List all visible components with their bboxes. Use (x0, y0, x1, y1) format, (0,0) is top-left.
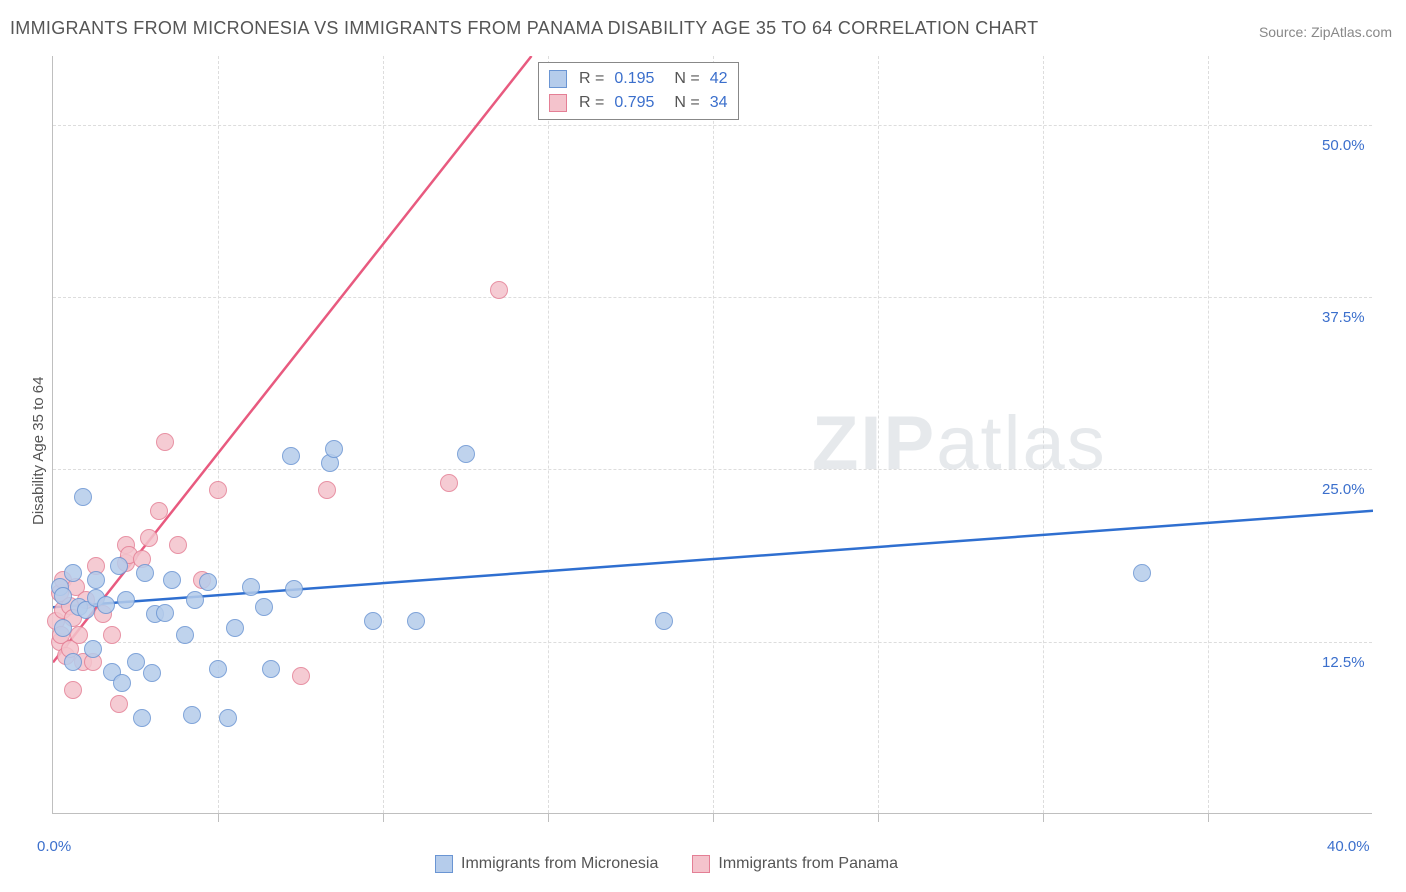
y-tick-label: 37.5% (1322, 309, 1365, 326)
scatter-point-micronesia (199, 573, 217, 591)
legend-r-value-panama: 0.795 (614, 91, 654, 115)
watermark-zip: ZIP (812, 401, 936, 486)
scatter-point-micronesia (54, 587, 72, 605)
scatter-point-micronesia (133, 709, 151, 727)
scatter-point-panama (318, 481, 336, 499)
legend-n-label: N = (674, 67, 699, 91)
scatter-point-micronesia (183, 706, 201, 724)
chart-title: IMMIGRANTS FROM MICRONESIA VS IMMIGRANTS… (10, 18, 1038, 39)
y-axis-label: Disability Age 35 to 64 (30, 377, 47, 525)
scatter-point-micronesia (74, 488, 92, 506)
scatter-point-micronesia (64, 564, 82, 582)
scatter-point-panama (150, 502, 168, 520)
scatter-point-micronesia (219, 709, 237, 727)
scatter-point-panama (169, 536, 187, 554)
legend-swatch-micronesia (549, 70, 567, 88)
scatter-point-micronesia (262, 660, 280, 678)
scatter-point-micronesia (226, 619, 244, 637)
scatter-point-micronesia (117, 591, 135, 609)
scatter-point-panama (140, 529, 158, 547)
x-tick-label-left: 0.0% (37, 838, 71, 855)
legend-r-label: R = (579, 67, 604, 91)
legend-swatch-micronesia (435, 855, 453, 873)
y-tick-label: 25.0% (1322, 481, 1365, 498)
legend-swatch-panama (549, 94, 567, 112)
scatter-point-micronesia (110, 557, 128, 575)
scatter-point-micronesia (1133, 564, 1151, 582)
scatter-point-micronesia (242, 578, 260, 596)
scatter-point-micronesia (127, 653, 145, 671)
scatter-point-micronesia (282, 447, 300, 465)
scatter-point-panama (209, 481, 227, 499)
plot-area (52, 56, 1372, 814)
legend-r-value-micronesia: 0.195 (614, 67, 654, 91)
scatter-point-micronesia (54, 619, 72, 637)
watermark-atlas: atlas (936, 401, 1107, 486)
scatter-point-micronesia (156, 604, 174, 622)
scatter-point-micronesia (255, 598, 273, 616)
y-tick-label: 12.5% (1322, 654, 1365, 671)
legend-n-value-panama: 34 (710, 91, 728, 115)
scatter-point-panama (110, 695, 128, 713)
legend-item-panama: Immigrants from Panama (692, 855, 898, 873)
legend-row-panama: R = 0.795 N = 34 (549, 91, 728, 115)
scatter-point-micronesia (143, 664, 161, 682)
scatter-point-micronesia (655, 612, 673, 630)
scatter-point-panama (292, 667, 310, 685)
scatter-point-micronesia (64, 653, 82, 671)
y-tick-label: 50.0% (1322, 137, 1365, 154)
legend-item-micronesia: Immigrants from Micronesia (435, 855, 658, 873)
legend-row-micronesia: R = 0.195 N = 42 (549, 67, 728, 91)
legend-swatch-panama (692, 855, 710, 873)
legend-label-micronesia: Immigrants from Micronesia (461, 855, 658, 873)
scatter-point-micronesia (113, 674, 131, 692)
legend-series-box: Immigrants from Micronesia Immigrants fr… (435, 855, 898, 873)
scatter-point-micronesia (136, 564, 154, 582)
scatter-point-micronesia (364, 612, 382, 630)
legend-n-label: N = (674, 91, 699, 115)
scatter-point-panama (490, 281, 508, 299)
scatter-point-micronesia (209, 660, 227, 678)
scatter-point-micronesia (97, 596, 115, 614)
scatter-point-micronesia (84, 640, 102, 658)
legend-label-panama: Immigrants from Panama (718, 855, 898, 873)
scatter-point-micronesia (87, 571, 105, 589)
scatter-point-panama (64, 681, 82, 699)
scatter-point-panama (156, 433, 174, 451)
source-label: Source: ZipAtlas.com (1259, 24, 1392, 40)
watermark: ZIPatlas (812, 400, 1107, 487)
scatter-point-micronesia (407, 612, 425, 630)
legend-correlation-box: R = 0.195 N = 42 R = 0.795 N = 34 (538, 62, 739, 120)
x-tick-label-right: 40.0% (1327, 838, 1370, 855)
scatter-point-micronesia (176, 626, 194, 644)
scatter-point-micronesia (457, 445, 475, 463)
scatter-point-micronesia (325, 440, 343, 458)
scatter-point-panama (440, 474, 458, 492)
scatter-point-micronesia (285, 580, 303, 598)
scatter-point-micronesia (186, 591, 204, 609)
scatter-point-micronesia (163, 571, 181, 589)
legend-r-label: R = (579, 91, 604, 115)
scatter-point-panama (103, 626, 121, 644)
legend-n-value-micronesia: 42 (710, 67, 728, 91)
